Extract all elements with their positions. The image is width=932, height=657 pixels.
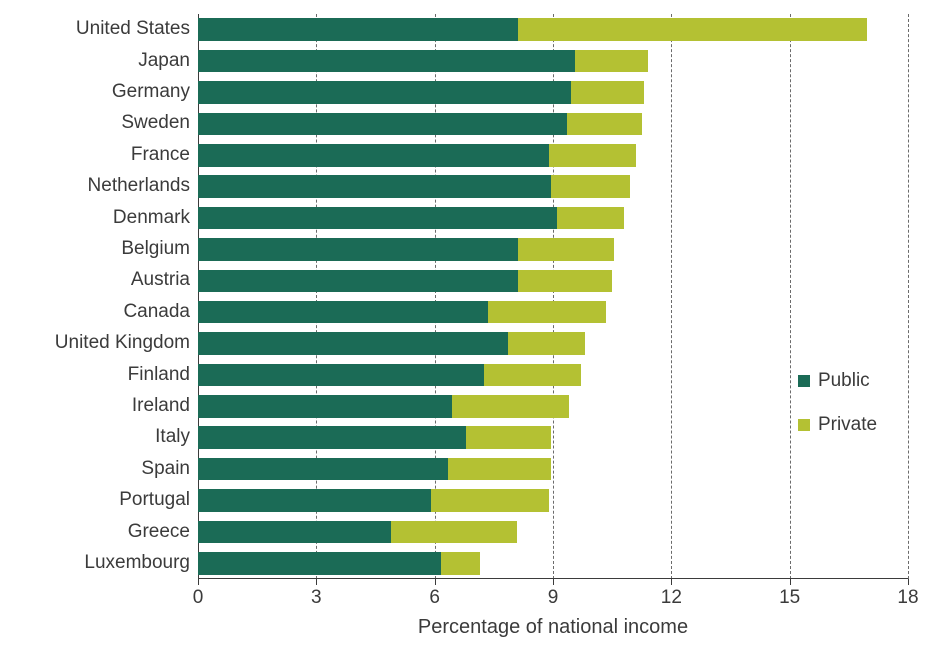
bar-segment-public bbox=[198, 270, 518, 293]
y-tick-label: Germany bbox=[112, 81, 190, 103]
bar-segment-public bbox=[198, 81, 571, 104]
y-tick-label: Luxembourg bbox=[84, 552, 190, 574]
bar-segment-private bbox=[518, 238, 615, 261]
x-axis-title: Percentage of national income bbox=[418, 616, 688, 639]
gridline bbox=[908, 14, 909, 579]
x-tick bbox=[553, 579, 554, 585]
x-tick-label: 15 bbox=[779, 587, 800, 609]
plot-area bbox=[198, 14, 908, 579]
bar-segment-public bbox=[198, 395, 452, 418]
bar-segment-public bbox=[198, 301, 488, 324]
y-tick-label: Spain bbox=[141, 458, 190, 480]
bar-segment-public bbox=[198, 521, 391, 544]
y-tick-label: Sweden bbox=[121, 112, 190, 134]
bar-segment-private bbox=[575, 50, 648, 73]
y-tick-label: Netherlands bbox=[88, 175, 190, 197]
x-tick bbox=[198, 579, 199, 585]
y-tick-label: Ireland bbox=[132, 395, 190, 417]
bar-segment-private bbox=[452, 395, 568, 418]
y-tick-label: Canada bbox=[123, 301, 190, 323]
x-tick-label: 12 bbox=[661, 587, 682, 609]
gridline bbox=[671, 14, 672, 579]
bar-segment-private bbox=[571, 81, 644, 104]
bar-segment-private bbox=[466, 426, 551, 449]
bar-segment-public bbox=[198, 207, 557, 230]
x-tick-label: 0 bbox=[193, 587, 204, 609]
y-tick-label: Japan bbox=[138, 50, 190, 72]
bar-segment-private bbox=[567, 113, 642, 136]
x-tick bbox=[790, 579, 791, 585]
bar-segment-public bbox=[198, 50, 575, 73]
legend-label: Private bbox=[818, 414, 877, 436]
bar-segment-private bbox=[391, 521, 517, 544]
bar-segment-public bbox=[198, 364, 484, 387]
x-tick-label: 6 bbox=[429, 587, 440, 609]
legend-swatch bbox=[798, 375, 810, 387]
bar-segment-private bbox=[448, 458, 551, 481]
bar-segment-private bbox=[549, 144, 636, 167]
bar-segment-public bbox=[198, 144, 549, 167]
x-tick bbox=[671, 579, 672, 585]
bar-segment-private bbox=[484, 364, 581, 387]
bar-segment-private bbox=[551, 175, 630, 198]
y-tick-label: Austria bbox=[131, 269, 190, 291]
bar-segment-public bbox=[198, 552, 441, 575]
x-tick bbox=[908, 579, 909, 585]
y-tick-label: Portugal bbox=[119, 489, 190, 511]
bar-segment-private bbox=[441, 552, 480, 575]
y-tick-label: Denmark bbox=[113, 207, 190, 229]
legend-label: Public bbox=[818, 370, 870, 392]
bar-segment-private bbox=[557, 207, 624, 230]
bar-segment-public bbox=[198, 113, 567, 136]
x-tick bbox=[316, 579, 317, 585]
y-tick-label: Italy bbox=[155, 426, 190, 448]
bar-segment-private bbox=[518, 18, 867, 41]
x-tick-label: 18 bbox=[897, 587, 918, 609]
y-tick-label: Finland bbox=[128, 364, 190, 386]
bar-segment-public bbox=[198, 426, 466, 449]
bar-segment-public bbox=[198, 458, 448, 481]
bar-segment-public bbox=[198, 238, 518, 261]
legend: Public Private bbox=[798, 370, 877, 458]
legend-swatch bbox=[798, 419, 810, 431]
x-tick-label: 9 bbox=[548, 587, 559, 609]
legend-item-private: Private bbox=[798, 414, 877, 436]
y-tick-label: Belgium bbox=[121, 238, 190, 260]
bar-segment-public bbox=[198, 332, 508, 355]
y-tick-label: Greece bbox=[128, 521, 190, 543]
y-tick-label: United Kingdom bbox=[55, 332, 190, 354]
bar-segment-private bbox=[488, 301, 606, 324]
bar-segment-public bbox=[198, 175, 551, 198]
bar-segment-private bbox=[431, 489, 549, 512]
bar-segment-private bbox=[518, 270, 613, 293]
bar-segment-public bbox=[198, 489, 431, 512]
gridline bbox=[790, 14, 791, 579]
y-tick-label: United States bbox=[76, 18, 190, 40]
y-tick-label: France bbox=[131, 144, 190, 166]
legend-item-public: Public bbox=[798, 370, 877, 392]
bar-segment-public bbox=[198, 18, 518, 41]
stacked-bar-chart: Percentage of national income Public Priv… bbox=[0, 0, 932, 657]
x-tick bbox=[435, 579, 436, 585]
x-tick-label: 3 bbox=[311, 587, 322, 609]
bar-segment-private bbox=[508, 332, 585, 355]
